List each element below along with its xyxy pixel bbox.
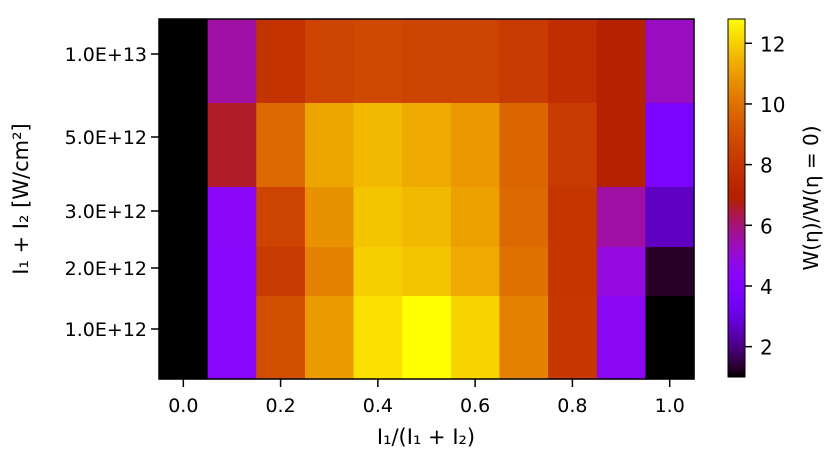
heatmap-cell xyxy=(402,187,452,248)
heatmap-cell xyxy=(256,296,306,380)
y-tick-label: 2.0E+12 xyxy=(65,258,147,280)
heatmap-cell xyxy=(548,187,598,248)
y-tick-label: 1.0E+13 xyxy=(65,44,147,66)
heatmap-cell xyxy=(499,247,549,297)
x-axis-label: I₁/(I₁ + I₂) xyxy=(377,425,475,449)
heatmap-cell xyxy=(304,187,355,248)
heatmap-cell xyxy=(159,296,209,380)
heatmap-cell xyxy=(596,103,646,188)
heatmap-cell xyxy=(353,187,403,248)
heatmap-cell xyxy=(159,187,209,248)
x-axis: 0.0 0.2 0.4 0.6 0.8 1.0 xyxy=(168,379,685,417)
x-tick-label: 1.0 xyxy=(655,395,685,417)
heatmap-cell xyxy=(304,19,355,104)
heatmap-cell xyxy=(645,187,695,248)
heatmap-cell xyxy=(450,187,501,248)
colorbar-gradient xyxy=(727,18,746,378)
heatmap-cell xyxy=(548,19,598,104)
heatmap-cell xyxy=(499,187,549,248)
colorbar-tick-label: 6 xyxy=(760,214,773,238)
x-tick-label: 0.2 xyxy=(265,395,295,417)
colorbar: 2 4 6 8 10 12 W(η)/W(η = 0) xyxy=(727,18,823,378)
heatmap-cell xyxy=(256,187,306,248)
heatmap-cell xyxy=(402,19,452,104)
heatmap-cell xyxy=(645,19,695,104)
colorbar-tick-label: 10 xyxy=(760,93,785,117)
heatmap-cell xyxy=(207,247,257,297)
x-tick-label: 0.6 xyxy=(460,395,490,417)
heatmap-cell xyxy=(548,247,598,297)
x-tick-label: 0.0 xyxy=(168,395,198,417)
y-tick-label: 5.0E+12 xyxy=(65,127,147,149)
colorbar-tick-label: 8 xyxy=(760,154,773,178)
heatmap-cell xyxy=(402,296,452,380)
heatmap-cell xyxy=(353,296,403,380)
plot-frame xyxy=(158,18,695,380)
heatmap-cell xyxy=(645,296,695,380)
heatmap-cell xyxy=(304,296,355,380)
heatmap-cell xyxy=(159,19,209,104)
heatmap-cell xyxy=(450,19,501,104)
heatmap-cell xyxy=(353,103,403,188)
y-tick-label: 3.0E+12 xyxy=(65,201,147,223)
heatmap-cell xyxy=(207,19,257,104)
heatmap-cell xyxy=(304,247,355,297)
heatmap-cell xyxy=(353,19,403,104)
heatmap-cell xyxy=(450,247,501,297)
heatmap-cell xyxy=(596,296,646,380)
heatmap-cell xyxy=(256,103,306,188)
x-tick-label: 0.4 xyxy=(363,395,393,417)
heatmap-cell xyxy=(159,103,209,188)
heatmap-cell xyxy=(450,296,501,380)
heatmap-cell xyxy=(353,247,403,297)
heatmap-cell xyxy=(207,103,257,188)
heatmap-cells xyxy=(159,19,695,380)
colorbar-label: W(η)/W(η = 0) xyxy=(799,125,823,270)
heatmap-cell xyxy=(256,19,306,104)
heatmap-cell xyxy=(645,247,695,297)
heatmap-cell xyxy=(304,103,355,188)
colorbar-tick-label: 4 xyxy=(760,275,773,299)
heatmap-cell xyxy=(499,19,549,104)
heatmap-cell xyxy=(402,103,452,188)
heatmap-cell xyxy=(207,296,257,380)
y-tick-label: 1.0E+12 xyxy=(65,319,147,341)
heatmap-cell xyxy=(596,187,646,248)
heatmap-cell xyxy=(207,187,257,248)
heatmap-cell xyxy=(596,247,646,297)
y-axis-label: I₁ + I₂ [W/cm²] xyxy=(9,123,33,275)
colorbar-ticks: 2 4 6 8 10 12 xyxy=(745,32,785,360)
heatmap-cell xyxy=(596,19,646,104)
heatmap-cell xyxy=(548,103,598,188)
heatmap-cell xyxy=(499,103,549,188)
x-tick-label: 0.8 xyxy=(557,395,587,417)
heatmap-cell xyxy=(499,296,549,380)
heatmap-cell xyxy=(402,247,452,297)
heatmap-cell xyxy=(645,103,695,188)
y-axis: 1.0E+13 5.0E+12 3.0E+12 2.0E+12 1.0E+12 xyxy=(65,44,159,341)
heatmap-cell xyxy=(256,247,306,297)
heatmap-cell xyxy=(159,247,209,297)
colorbar-tick-label: 2 xyxy=(760,336,773,360)
colorbar-tick-label: 12 xyxy=(760,32,785,56)
heatmap-cell xyxy=(450,103,501,188)
heatmap-cell xyxy=(548,296,598,380)
